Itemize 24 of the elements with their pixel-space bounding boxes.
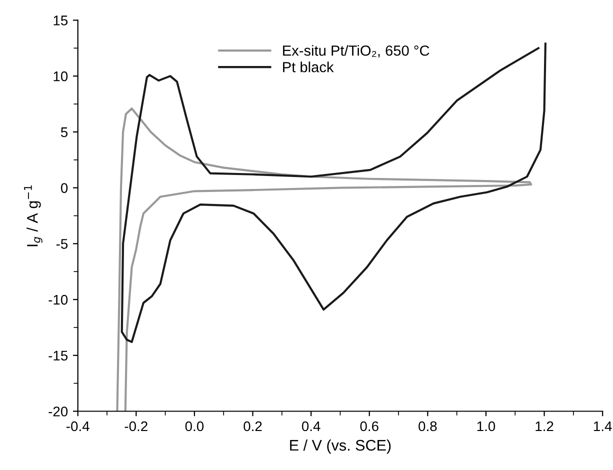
y-tick-label: -15 bbox=[48, 350, 68, 361]
y-axis-title: I$_{g}$ / A g$^{−1}$ bbox=[24, 185, 42, 246]
x-tick-label: 1.4 bbox=[594, 421, 612, 432]
x-tick-label: 0.0 bbox=[185, 421, 204, 432]
x-tick-label: 1.0 bbox=[477, 421, 496, 432]
x-tick-label: 0.6 bbox=[360, 421, 378, 432]
y-tick-label: -20 bbox=[48, 406, 68, 416]
x-tick-label: 0.2 bbox=[244, 421, 262, 432]
x-tick-label: 0.4 bbox=[302, 421, 320, 432]
y-tick-label: 5 bbox=[60, 127, 68, 138]
legend-label: Ex-situ Pt/TiO₂, 650 °C bbox=[283, 45, 430, 58]
line-series bbox=[116, 107, 532, 412]
y-tick-label: 0 bbox=[60, 183, 68, 193]
line-series bbox=[120, 42, 546, 344]
x-axis-title: E / V (vs. SCE) bbox=[290, 439, 391, 454]
y-tick-label: 10 bbox=[54, 71, 68, 82]
x-tick-label: -0.4 bbox=[66, 421, 90, 432]
legend-label: Pt black bbox=[283, 62, 334, 72]
y-tick-label: -10 bbox=[48, 294, 68, 305]
y-tick-label: 15 bbox=[54, 16, 68, 26]
x-tick-label: 1.2 bbox=[536, 421, 554, 432]
x-tick-label: -0.2 bbox=[124, 421, 148, 432]
y-tick-label: -5 bbox=[56, 239, 68, 249]
x-tick-label: 0.8 bbox=[418, 421, 437, 432]
